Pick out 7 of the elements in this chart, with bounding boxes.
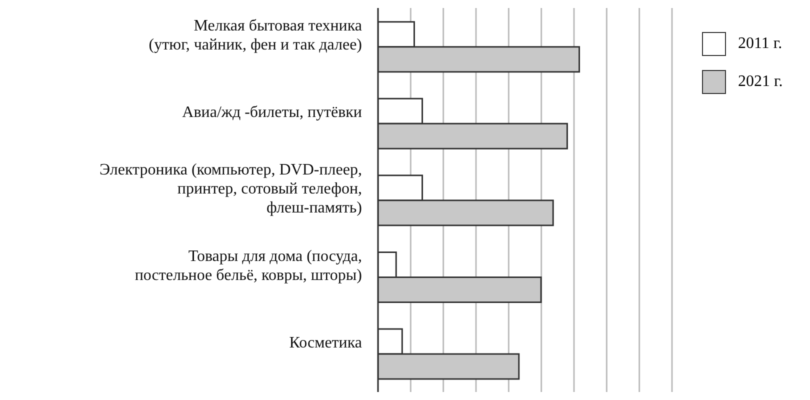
y-tick-label: Косметика (289, 334, 362, 352)
y-tick-label: Товары для дома (посуда, постельное бельё, ковры, шторы) (134, 248, 362, 284)
y-tick-label: Мелкая бытовая техника (утюг, чайник, фен и так далее) (148, 18, 362, 54)
legend-label: 2011 г. (738, 35, 782, 53)
y-tick-label: Авиа/жд -билеты, путёвки (182, 104, 362, 121)
legend-label: 2021 г. (738, 73, 783, 91)
y-tick-label: Электроника (компьютер, DVD-плеер, принтер, сотовый телефон, флеш-память) (100, 162, 362, 217)
